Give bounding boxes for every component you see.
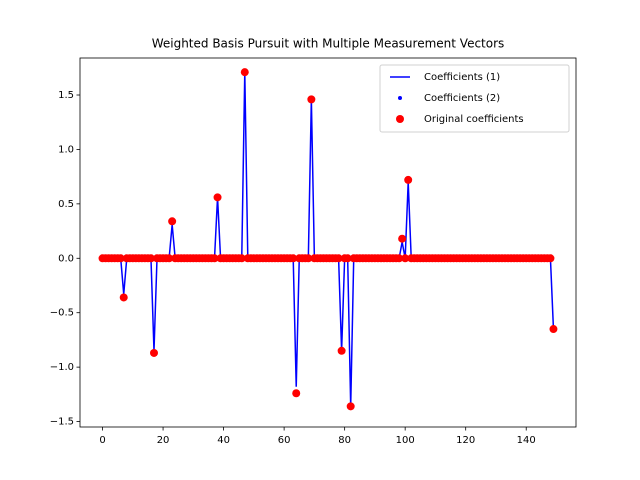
legend-swatch [398, 96, 402, 100]
circle-marker [334, 254, 343, 263]
circle-marker [307, 95, 316, 104]
circle-marker [149, 348, 158, 357]
circle-marker [549, 325, 558, 334]
circle-marker [398, 234, 407, 243]
y-tick-label: −1.5 [50, 417, 74, 428]
circle-marker [401, 254, 410, 263]
circle-marker [237, 254, 246, 263]
circle-marker [289, 254, 298, 263]
circle-marker [210, 254, 219, 263]
circle-marker [337, 346, 346, 355]
y-tick-label: 0.0 [58, 253, 74, 264]
x-tick-label: 20 [157, 435, 170, 446]
x-tick-label: 40 [217, 435, 230, 446]
legend-label: Original coefficients [424, 114, 524, 125]
x-tick-label: 60 [278, 435, 291, 446]
y-tick-label: −0.5 [50, 308, 74, 319]
legend-box [379, 64, 570, 133]
circle-marker [213, 193, 222, 202]
circle-marker [240, 68, 249, 77]
circle-marker [346, 402, 355, 411]
plot-frame [79, 57, 577, 428]
circle-marker [546, 254, 555, 263]
legend-swatch [396, 115, 404, 123]
x-tick-label: 0 [99, 435, 105, 446]
circle-marker [292, 389, 301, 398]
x-tick-label: 120 [456, 435, 475, 446]
legend-label: Coefficients (1) [424, 72, 500, 83]
x-tick-label: 100 [396, 435, 415, 446]
y-tick-label: 1.0 [58, 144, 74, 155]
y-tick-label: −1.0 [50, 362, 74, 373]
circle-marker [304, 254, 313, 263]
chart-title: Weighted Basis Pursuit with Multiple Mea… [152, 37, 505, 51]
circle-marker [168, 217, 177, 226]
circle-marker [395, 254, 404, 263]
circle-marker [165, 254, 174, 263]
circle-marker [119, 293, 128, 302]
x-tick-label: 80 [338, 435, 351, 446]
legend-label: Coefficients (2) [424, 93, 500, 104]
x-tick-label: 140 [517, 435, 536, 446]
circle-marker [343, 254, 352, 263]
y-tick-label: 1.5 [58, 90, 74, 101]
y-tick-label: 0.5 [58, 199, 74, 210]
circle-marker [116, 254, 125, 263]
circle-marker [146, 254, 155, 263]
circle-marker [404, 175, 413, 184]
